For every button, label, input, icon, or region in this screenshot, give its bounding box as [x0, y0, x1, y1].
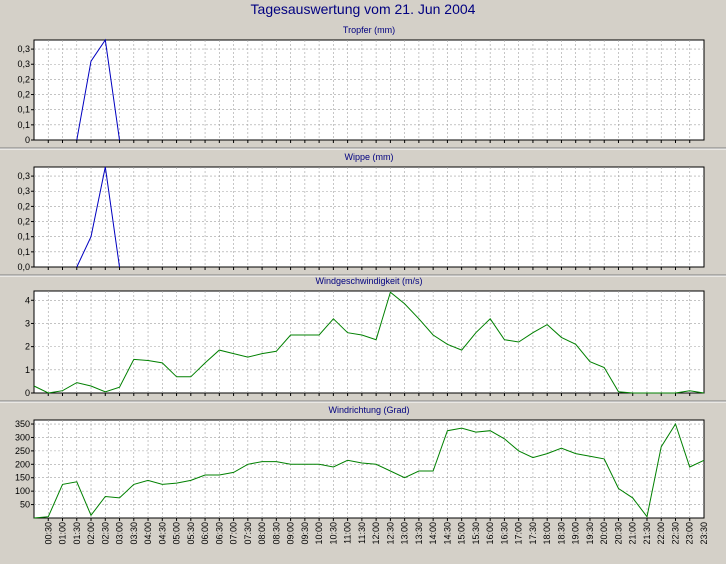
x-tick-label: 02:30	[100, 522, 110, 545]
y-tick-label: 0,2	[17, 74, 30, 84]
x-tick-label: 23:00	[685, 522, 695, 545]
y-tick-label: 200	[15, 459, 30, 469]
x-tick-label: 14:00	[428, 522, 438, 545]
y-tick-label: 0,1	[17, 247, 30, 257]
x-tick-label: 13:00	[400, 522, 410, 545]
y-tick-label: 0,1	[17, 120, 30, 130]
x-tick-label: 09:00	[286, 522, 296, 545]
x-tick-label: 03:00	[115, 522, 125, 545]
x-tick-label: 13:30	[414, 522, 424, 545]
x-tick-label: 11:00	[343, 522, 353, 544]
x-tick-label: 18:30	[556, 522, 566, 545]
x-tick-label: 20:00	[599, 522, 609, 545]
x-tick-label: 17:00	[514, 522, 524, 545]
y-tick-label: 0,2	[17, 201, 30, 211]
y-tick-label: 0,3	[17, 171, 30, 181]
x-tick-label: 14:30	[442, 522, 452, 545]
y-tick-label: 0	[25, 135, 30, 145]
x-tick-label: 18:00	[542, 522, 552, 545]
x-tick-label: 04:30	[157, 522, 167, 545]
x-tick-label: 03:30	[129, 522, 139, 545]
series-line	[33, 291, 705, 394]
x-tick-label: 06:30	[214, 522, 224, 545]
x-tick-label: 10:00	[314, 522, 324, 545]
series-line	[33, 422, 705, 519]
x-tick-label: 10:30	[328, 522, 338, 545]
y-tick-label: 0,3	[17, 44, 30, 54]
x-tick-label: 02:00	[86, 522, 96, 545]
y-tick-label: 0,2	[17, 217, 30, 227]
y-tick-label: 0,1	[17, 232, 30, 242]
y-tick-label: 350	[15, 419, 30, 429]
chart-title: Tropfer (mm)	[343, 25, 395, 35]
x-tick-label: 04:00	[143, 522, 153, 545]
x-tick-label: 16:30	[499, 522, 509, 545]
chart-title: Wippe (mm)	[345, 152, 394, 162]
x-tick-label: 21:30	[642, 522, 652, 545]
y-tick-label: 50	[20, 500, 30, 510]
x-tick-label: 01:00	[58, 522, 68, 545]
plot-frame	[33, 39, 705, 141]
x-tick-label: 21:00	[628, 522, 638, 545]
series-line	[76, 166, 120, 268]
y-tick-label: 100	[15, 486, 30, 496]
y-tick-label: 1	[25, 365, 30, 375]
chart-title: Windgeschwindigkeit (m/s)	[315, 276, 422, 286]
x-tick-label: 19:30	[585, 522, 595, 545]
x-tick-label: 12:30	[385, 522, 395, 545]
y-tick-label: 3	[25, 318, 30, 328]
y-tick-label: 250	[15, 446, 30, 456]
y-tick-label: 300	[15, 432, 30, 442]
y-tick-label: 0,0	[17, 262, 30, 272]
series-line	[76, 38, 120, 141]
x-tick-label: 08:30	[271, 522, 281, 545]
x-tick-label: 19:00	[571, 522, 581, 545]
plot-frame	[33, 419, 705, 519]
x-tick-label: 12:00	[371, 522, 381, 545]
y-tick-label: 4	[25, 295, 30, 305]
y-tick-label: 0,1	[17, 105, 30, 115]
x-tick-label: 20:30	[613, 522, 623, 545]
page-title: Tagesauswertung vom 21. Jun 2004	[250, 1, 476, 17]
x-tick-label: 01:30	[72, 522, 82, 545]
plot-frame	[33, 290, 705, 394]
x-tick-label: 15:00	[457, 522, 467, 545]
x-tick-label: 23:30	[699, 522, 709, 545]
x-tick-label: 07:00	[229, 522, 239, 545]
x-tick-label: 09:30	[300, 522, 310, 545]
x-tick-label: 16:00	[485, 522, 495, 545]
y-tick-label: 0,2	[17, 90, 30, 100]
x-tick-label: 22:30	[670, 522, 680, 545]
x-tick-label: 22:00	[656, 522, 666, 545]
x-tick-label: 17:30	[528, 522, 538, 545]
x-tick-label: 08:00	[257, 522, 267, 545]
y-tick-label: 0,3	[17, 186, 30, 196]
x-tick-label: 05:00	[172, 522, 182, 545]
chart-title: Windrichtung (Grad)	[328, 405, 409, 415]
plot-frame	[33, 166, 705, 268]
y-tick-label: 0	[25, 388, 30, 398]
x-tick-label: 06:00	[200, 522, 210, 545]
y-tick-label: 2	[25, 342, 30, 352]
y-tick-label: 150	[15, 473, 30, 483]
x-tick-label: 00:30	[43, 522, 53, 545]
y-tick-label: 0,3	[17, 59, 30, 69]
x-tick-label: 11:30	[357, 522, 367, 544]
x-tick-label: 05:30	[186, 522, 196, 545]
x-tick-label: 07:30	[243, 522, 253, 545]
x-tick-label: 15:30	[471, 522, 481, 545]
